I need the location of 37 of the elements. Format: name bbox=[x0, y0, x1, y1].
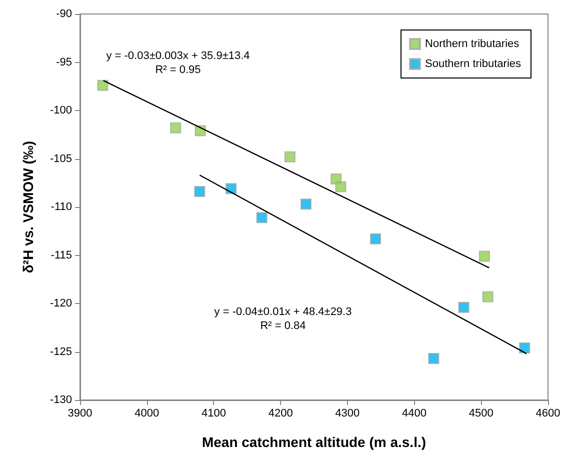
point bbox=[482, 291, 494, 302]
point bbox=[300, 198, 312, 210]
point bbox=[226, 183, 237, 194]
x-tick-label: 3900 bbox=[68, 408, 92, 420]
point bbox=[256, 212, 268, 224]
point bbox=[335, 181, 346, 192]
y-tick-label: -110 bbox=[50, 201, 72, 213]
annotation: y = -0.03±0.003x + 35.9±13.4 R² = 0.95 bbox=[106, 50, 250, 76]
point bbox=[428, 353, 440, 364]
point bbox=[458, 302, 470, 313]
x-tick-label: 4400 bbox=[402, 408, 427, 420]
point bbox=[97, 80, 108, 91]
point bbox=[194, 186, 206, 198]
point bbox=[519, 342, 530, 354]
x-tick-label: 4100 bbox=[201, 408, 226, 420]
y-tick-label: -130 bbox=[50, 394, 72, 406]
x-tick-label: 4000 bbox=[134, 408, 160, 420]
point bbox=[284, 151, 296, 162]
y-tick-label: -100 bbox=[50, 104, 72, 116]
legend-label: Northern tributaries bbox=[425, 38, 520, 50]
x-tick-label: 4500 bbox=[468, 408, 494, 420]
y-tick-label: -105 bbox=[50, 152, 72, 165]
legend-label: Southern tributaries bbox=[425, 58, 522, 70]
x-tick-label: 4200 bbox=[268, 408, 293, 420]
point bbox=[170, 122, 182, 134]
annotation: y = -0.04±0.01x + 48.4±29.3 R² = 0.84 bbox=[214, 306, 352, 332]
y-axis-title: δ²H vs. VSMOW (‰) bbox=[20, 140, 36, 274]
y-tick-label: -125 bbox=[50, 346, 72, 358]
point bbox=[370, 233, 382, 244]
y-tick-label: -115 bbox=[50, 249, 72, 262]
y-tick-label: -95 bbox=[56, 56, 72, 68]
x-axis-title: Mean catchment altitude (m a.s.l.) bbox=[202, 434, 426, 450]
y-tick-label: -120 bbox=[50, 298, 72, 310]
x-tick-label: 4600 bbox=[536, 408, 560, 420]
point bbox=[478, 250, 490, 262]
x-tick-label: 4300 bbox=[335, 408, 360, 420]
y-tick-label: -90 bbox=[56, 8, 72, 20]
